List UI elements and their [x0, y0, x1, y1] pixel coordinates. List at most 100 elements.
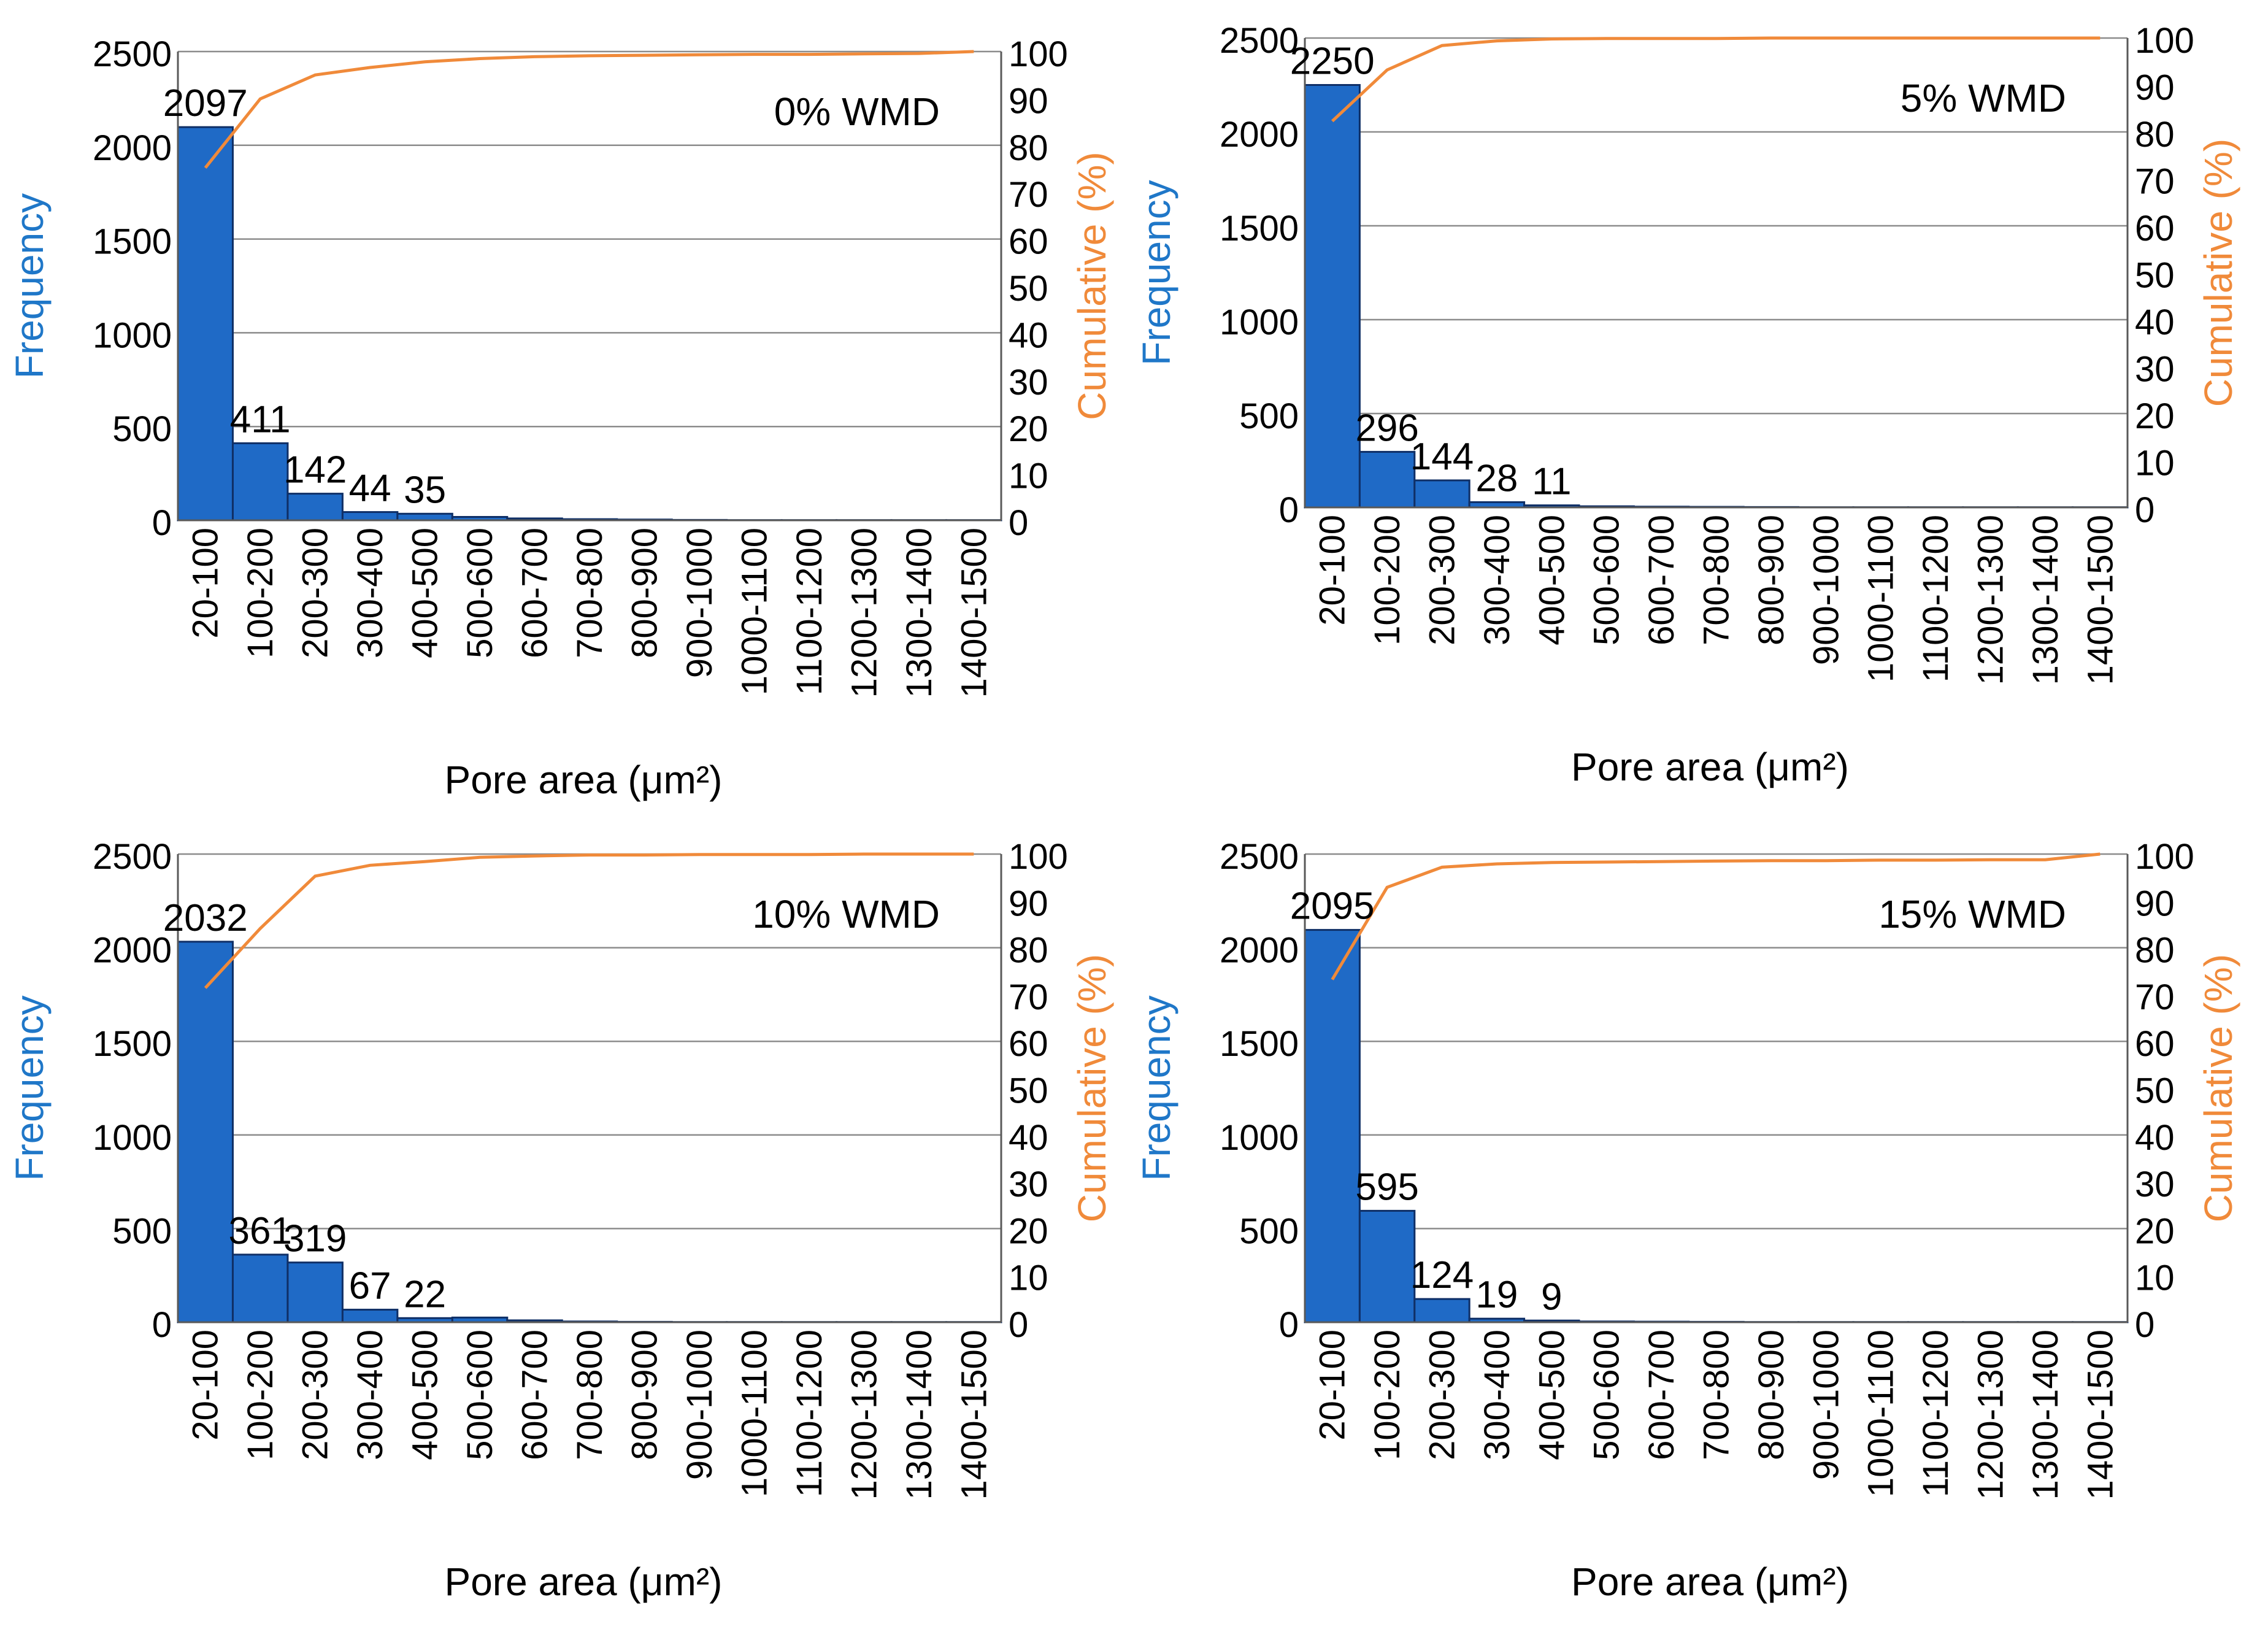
bar	[178, 127, 233, 520]
y2-tick-label: 90	[1009, 884, 1048, 923]
x-tick-label: 100-200	[240, 1330, 280, 1460]
y2-tick-label: 100	[1009, 837, 1068, 877]
data-label: 124	[1410, 1254, 1474, 1296]
y-axis-title: Frequency	[1134, 995, 1178, 1180]
y2-tick-label: 60	[1009, 222, 1048, 262]
y2-tick-label: 90	[1009, 81, 1048, 121]
x-tick-label: 700-800	[1697, 515, 1737, 645]
data-label: 67	[349, 1265, 391, 1307]
y2-tick-label: 80	[1009, 128, 1048, 168]
y-tick-label: 0	[1279, 1305, 1299, 1345]
data-label: 11	[1532, 461, 1571, 503]
data-label: 19	[1475, 1274, 1518, 1316]
y-tick-label: 500	[1239, 396, 1299, 436]
y2-axis-title: Cumulative (%)	[2196, 954, 2240, 1222]
y2-tick-label: 30	[1009, 1165, 1048, 1204]
x-tick-label: 1000-1100	[1861, 1330, 1901, 1497]
data-label: 44	[349, 468, 391, 510]
data-label: 319	[283, 1218, 347, 1260]
y2-tick-label: 90	[2135, 884, 2175, 923]
y2-tick-label: 40	[2135, 302, 2175, 342]
y2-axis-title: Cumulative (%)	[2196, 139, 2240, 407]
x-tick-label: 100-200	[240, 528, 280, 658]
data-label: 595	[1355, 1166, 1418, 1208]
y2-tick-label: 30	[1009, 363, 1048, 402]
x-tick-label: 900-1000	[1806, 1330, 1846, 1480]
data-label: 9	[1541, 1276, 1562, 1318]
x-tick-label: 400-500	[406, 1330, 445, 1460]
y-tick-label: 2000	[1220, 115, 1299, 155]
x-tick-label: 500-600	[460, 1330, 500, 1460]
y-tick-label: 2000	[93, 128, 172, 168]
data-label: 411	[230, 398, 291, 441]
x-tick-label: 800-900	[625, 1330, 664, 1460]
bar	[1359, 452, 1414, 507]
y-tick-label: 2500	[1220, 837, 1299, 877]
y2-tick-label: 60	[2135, 209, 2175, 248]
y2-tick-label: 70	[2135, 162, 2175, 202]
y2-tick-label: 20	[1009, 409, 1048, 449]
x-tick-label: 1000-1100	[734, 1330, 774, 1497]
bar	[288, 1263, 342, 1322]
x-tick-label: 300-400	[1477, 1330, 1517, 1460]
x-tick-label: 200-300	[1423, 1330, 1463, 1460]
x-tick-label: 600-700	[1642, 515, 1682, 645]
x-tick-label: 1300-1400	[2026, 1330, 2066, 1500]
y2-axis-title: Cumulative (%)	[1070, 152, 1114, 420]
y-tick-label: 1500	[1220, 209, 1299, 248]
x-tick-label: 900-1000	[680, 1330, 720, 1480]
bar	[1359, 1211, 1414, 1322]
x-tick-label: 400-500	[1532, 515, 1572, 645]
x-tick-label: 700-800	[1697, 1330, 1737, 1460]
y2-tick-label: 0	[2135, 490, 2155, 530]
x-tick-label: 1100-1200	[1916, 515, 1956, 682]
x-tick-label: 600-700	[515, 528, 555, 658]
panel-annotation: 5% WMD	[1901, 76, 2066, 120]
data-label: 144	[1410, 436, 1474, 478]
panel-annotation: 15% WMD	[1878, 892, 2066, 936]
y-tick-label: 0	[1279, 490, 1299, 530]
data-label: 2095	[1290, 885, 1375, 928]
y2-tick-label: 100	[2135, 21, 2194, 61]
y-tick-label: 500	[1239, 1211, 1299, 1251]
y2-tick-label: 40	[2135, 1118, 2175, 1158]
x-tick-label: 1300-1400	[899, 528, 939, 698]
y-axis-title: Frequency	[7, 193, 52, 379]
x-tick-label: 1200-1300	[1971, 515, 2011, 685]
y-tick-label: 2500	[93, 837, 172, 877]
data-label: 28	[1475, 457, 1518, 499]
y2-tick-label: 40	[1009, 315, 1048, 355]
x-axis-title: Pore area (μm²)	[445, 758, 723, 802]
y2-tick-label: 10	[2135, 444, 2175, 483]
data-label: 296	[1355, 407, 1418, 449]
y-tick-label: 2000	[93, 931, 172, 971]
x-axis-title: Pore area (μm²)	[1571, 1560, 1849, 1604]
x-tick-label: 1200-1300	[1971, 1330, 2011, 1500]
x-tick-label: 1100-1200	[790, 1330, 829, 1497]
x-tick-label: 400-500	[1532, 1330, 1572, 1460]
y2-tick-label: 20	[2135, 1211, 2175, 1251]
y-tick-label: 0	[152, 503, 172, 543]
x-tick-label: 700-800	[570, 528, 610, 658]
x-tick-label: 1300-1400	[899, 1330, 939, 1500]
chart-panel-0: 0500100015002000250001020304050607080901…	[7, 34, 1114, 802]
y2-tick-label: 50	[1009, 269, 1048, 309]
y-tick-label: 1000	[93, 1118, 172, 1158]
x-tick-label: 1400-1500	[2080, 515, 2120, 685]
y-tick-label: 1500	[93, 222, 172, 262]
y-tick-label: 500	[112, 409, 172, 449]
x-tick-label: 1400-1500	[2080, 1330, 2120, 1500]
x-tick-label: 1200-1300	[844, 528, 884, 698]
x-tick-label: 1300-1400	[2026, 515, 2066, 685]
y2-tick-label: 20	[2135, 396, 2175, 436]
y2-tick-label: 100	[2135, 837, 2194, 877]
x-tick-label: 1200-1300	[844, 1330, 884, 1500]
y-tick-label: 1000	[1220, 302, 1299, 342]
y2-tick-label: 30	[2135, 350, 2175, 390]
y-tick-label: 0	[152, 1305, 172, 1345]
x-tick-label: 200-300	[296, 528, 336, 658]
y2-tick-label: 40	[1009, 1118, 1048, 1158]
x-tick-label: 800-900	[1751, 1330, 1791, 1460]
y2-tick-label: 100	[1009, 34, 1068, 74]
